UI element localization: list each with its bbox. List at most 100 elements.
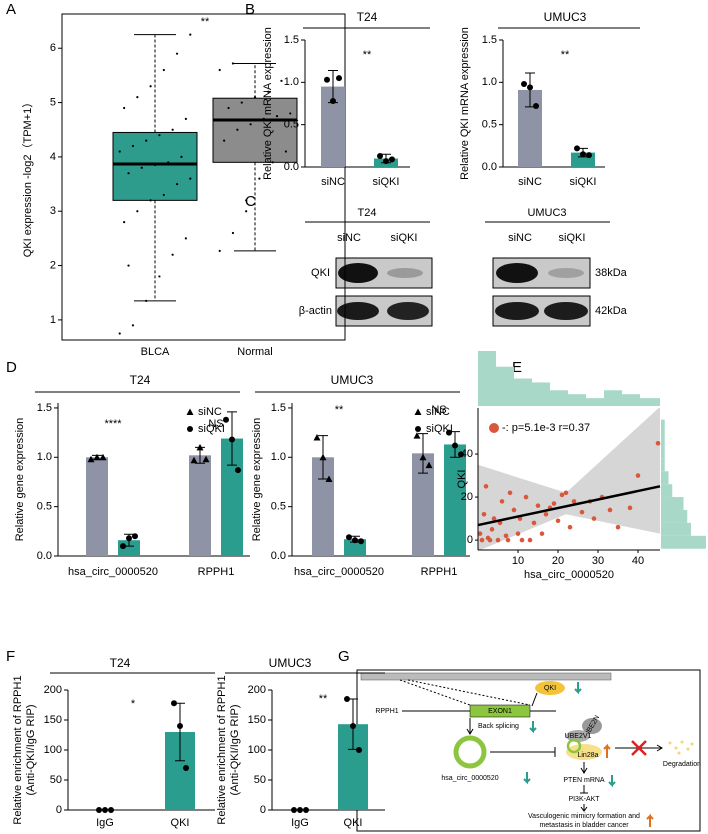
data-point [336,75,342,82]
chart-title: UMUC3 [269,656,312,670]
y-tick-label: 1.5 [482,34,497,46]
chart-title: T24 [110,656,131,670]
x-tick-label: 30 [592,555,604,567]
arrow [466,718,474,735]
blot-title: T24 [358,207,377,219]
data-point [184,117,187,120]
y-tick-label: 100 [44,744,62,756]
data-point [505,537,511,543]
data-point [289,112,292,115]
data-point [240,101,243,104]
data-point [477,531,483,536]
data-point [229,436,235,443]
data-point [479,537,485,543]
data-point [330,97,336,104]
data-point [262,117,265,120]
diagram-text: PTEN mRNA [563,777,605,784]
data-point [527,537,533,543]
annotation: NS [431,404,446,416]
x-tick-label: 40 [632,555,644,567]
diagram-text: Vasculogenic mimicry formation and [528,813,640,820]
x-tick-label: IgG [291,817,309,829]
data-point [202,455,210,463]
data-point [140,166,143,169]
block-mark [631,740,647,756]
x-tick-label: siQKI [373,176,400,188]
y-tick-label: 0.5 [482,119,497,131]
data-point [171,253,174,256]
data-point [458,451,464,458]
chart-title: UMUC3 [331,373,374,387]
x-tick-label: siNC [321,176,345,188]
data-point [231,62,235,65]
data-point [123,220,126,224]
x-tick-label: QKI [344,817,363,829]
panel-label: D [6,359,17,376]
y-axis-label: (Anti-QKI/IgG RIP) [229,704,241,795]
data-point [126,535,132,542]
data-point [171,700,177,707]
data-point [543,511,549,517]
blot-title: UMUC3 [527,207,566,219]
data-point [511,507,517,513]
data-point [245,199,248,202]
y-tick-label: 1.0 [271,451,286,463]
error-bar [418,433,428,474]
data-point [527,84,533,91]
hist-bar [640,398,660,406]
data-point [533,103,539,110]
y-tick-label: 40 [461,448,473,460]
hist-bar [661,471,669,485]
chromosome [360,672,612,681]
data-point [236,128,239,131]
arrow [580,762,588,774]
y-tick-label: 50 [254,774,266,786]
bar [189,455,211,556]
data-point [186,408,194,415]
diagram-text: EXON1 [488,708,512,715]
data-point [284,150,287,153]
data-point [346,534,352,541]
panel-label: F [6,648,15,665]
data-point [521,81,527,88]
data-point [655,440,661,446]
x-tick-label: hsa_circ_0000520 [294,566,384,578]
data-point [350,723,356,729]
data-point [495,537,501,543]
data-point [425,461,433,469]
legend-marker [489,423,499,433]
data-point [136,210,139,213]
data-point [183,765,189,771]
data-point [499,499,505,504]
data-point [127,172,130,175]
data-point [591,516,597,521]
hist-bar [586,398,604,406]
band [387,302,429,320]
y-tick-label: 0.0 [37,550,52,562]
data-point [291,807,297,813]
x-tick-label: RPPH1 [421,566,458,578]
hist-bar [661,497,684,510]
blot-panel: T24 siNC siQKI UMUC3 siNC siQKI QKI β-ac… [299,207,628,327]
data-point [491,516,497,521]
diagram-text: Back splicing [478,723,519,730]
arrow [531,692,538,707]
ubiquitin-protein [566,730,590,742]
y-tick-label: 6 [50,42,56,54]
data-point [356,747,362,753]
hist-bar [550,390,568,406]
data-point [483,484,489,489]
data-point [189,177,192,180]
y-tick-label: 0.5 [271,501,286,513]
band [496,263,538,283]
data-point [452,442,458,449]
annotation: ** [201,16,210,28]
bar [412,453,434,556]
data-point [446,429,452,436]
y-tick-label: 20 [461,491,473,503]
data-point [158,134,161,137]
diagram-text: metastasis in bladder cancer [539,822,629,829]
zoom-line [407,679,531,706]
y-tick-label: 50 [50,774,62,786]
x-tick-label: 20 [552,555,564,567]
